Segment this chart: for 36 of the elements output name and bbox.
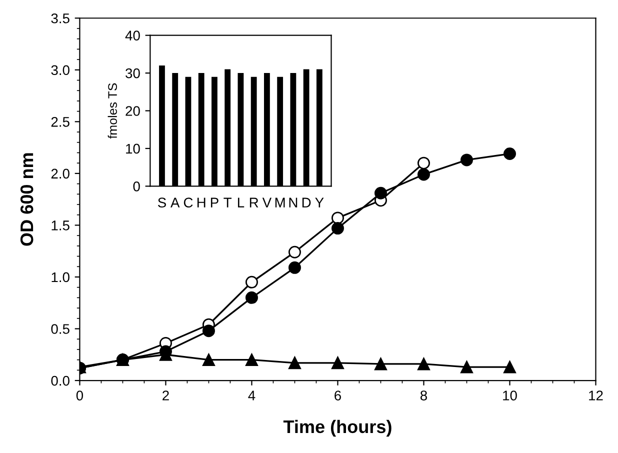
y-tick-label: 0.0 [51, 376, 70, 386]
y-tick-label: 0 [133, 182, 140, 192]
y-tick-label: 2.0 [51, 168, 70, 179]
x-tick-label: C [184, 198, 193, 208]
x-tick-label: 10 [503, 390, 517, 400]
x-tick-label: A [170, 198, 180, 208]
x-tick-label: D [302, 198, 311, 208]
y-tick-label: 1.0 [52, 272, 70, 282]
y-tick-label: 10 [126, 144, 140, 154]
x-tick-label: Y [315, 198, 324, 208]
x-axis-title: Time (hours) [283, 420, 392, 437]
y-axis-title: fmoles TS [108, 83, 117, 139]
x-tick-label: R [250, 198, 258, 208]
x-tick-label: S [158, 198, 166, 208]
x-tick-label: 4 [248, 390, 256, 400]
x-tick-label: L [238, 198, 244, 208]
x-tick-label: H [197, 198, 206, 208]
y-tick-label: 40 [125, 30, 140, 41]
x-tick-label: P [210, 198, 218, 208]
y-tick-label: 3.5 [51, 13, 70, 24]
y-tick-label: 20 [126, 106, 140, 116]
x-tick-label: T [224, 198, 232, 208]
x-tick-label: 0 [76, 390, 84, 400]
y-tick-label: 1.5 [52, 220, 70, 230]
x-tick-label: 6 [334, 390, 341, 400]
x-tick-label: N [289, 198, 298, 208]
y-tick-label: 0.5 [51, 324, 70, 334]
y-tick-label: 3.0 [51, 65, 70, 76]
x-tick-label: 2 [162, 390, 169, 400]
y-tick-label: 30 [126, 68, 140, 78]
y-tick-label: 2.5 [51, 116, 70, 127]
x-tick-label: M [275, 198, 285, 208]
x-tick-label: 12 [589, 390, 603, 400]
x-tick-label: 8 [420, 390, 427, 400]
y-axis-title: OD 600 nm [20, 153, 34, 246]
x-tick-label: V [262, 198, 272, 208]
